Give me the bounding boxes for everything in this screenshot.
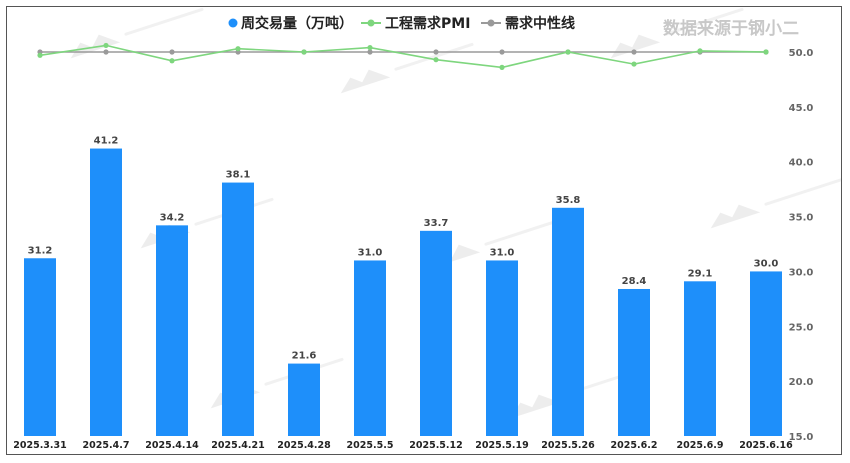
y-tick-label: 30.0 bbox=[789, 267, 814, 278]
bar-value-label: 35.8 bbox=[556, 195, 581, 206]
watermark-logo-icon bbox=[70, 7, 204, 59]
x-tick-label: 2025.5.19 bbox=[475, 440, 529, 451]
pmi-point bbox=[565, 49, 571, 55]
legend: 周交易量（万吨） 工程需求PMI 需求中性线 bbox=[228, 15, 575, 32]
pmi-point bbox=[433, 57, 439, 63]
watermark-logo-icon bbox=[340, 42, 474, 94]
pmi-point bbox=[235, 46, 241, 52]
volume-bar bbox=[90, 148, 122, 436]
bar-value-label: 41.2 bbox=[94, 136, 119, 147]
neutral-line-point bbox=[631, 49, 637, 55]
volume-bar bbox=[750, 271, 782, 436]
pmi-point bbox=[37, 52, 43, 58]
pmi-point bbox=[763, 49, 769, 55]
volume-bar bbox=[486, 260, 518, 436]
pmi-point bbox=[301, 49, 307, 55]
legend-volume-swatch bbox=[228, 18, 238, 28]
brand-watermark-text: 数据来源于钢小二 bbox=[663, 18, 799, 39]
volume-bar bbox=[552, 207, 584, 436]
x-tick-label: 2025.4.14 bbox=[145, 440, 199, 451]
legend-volume-label: 周交易量（万吨） bbox=[241, 15, 353, 32]
y-tick-label: 20.0 bbox=[789, 377, 814, 388]
legend-neutral-label: 需求中性线 bbox=[505, 15, 575, 32]
bar-value-label: 34.2 bbox=[160, 212, 185, 223]
neutral-line-point bbox=[499, 49, 505, 55]
volume-bar bbox=[420, 230, 452, 436]
y-tick-label: 35.0 bbox=[789, 213, 814, 224]
volume-bar bbox=[156, 225, 188, 436]
y-tick-label: 50.0 bbox=[789, 48, 814, 59]
bar-value-label: 28.4 bbox=[622, 276, 647, 287]
neutral-line-point bbox=[169, 49, 175, 55]
x-tick-label: 2025.6.16 bbox=[739, 440, 793, 451]
legend-pmi-label: 工程需求PMI bbox=[385, 15, 470, 32]
chart-frame: 31.2 41.2 34.2 38.1 21.6 31.0 33.7 31.0 35.8 28.4… bbox=[6, 6, 842, 455]
x-tick-label: 2025.5.12 bbox=[409, 440, 463, 451]
neutral-line-point bbox=[103, 49, 109, 55]
volume-bar bbox=[684, 281, 716, 436]
bar-value-label: 31.2 bbox=[28, 245, 53, 256]
y-tick-label: 40.0 bbox=[789, 158, 814, 169]
pmi-point bbox=[103, 42, 109, 49]
pmi-point bbox=[367, 45, 373, 51]
y-axis-right: 50.0 45.0 40.0 35.0 30.0 25.0 20.0 15.0 bbox=[789, 48, 814, 443]
legend-pmi-dot bbox=[367, 19, 375, 27]
bar-value-label: 38.1 bbox=[226, 170, 251, 181]
pmi-line bbox=[39, 44, 767, 69]
x-tick-label: 2025.5.5 bbox=[347, 440, 394, 451]
x-tick-label: 2025.4.28 bbox=[277, 440, 331, 451]
x-tick-label: 2025.5.26 bbox=[541, 440, 595, 451]
y-tick-label: 45.0 bbox=[789, 103, 814, 114]
bar-value-label: 21.6 bbox=[292, 351, 317, 362]
bar-value-label: 31.0 bbox=[358, 247, 383, 258]
x-tick-label: 2025.4.21 bbox=[211, 440, 265, 451]
neutral-line-point bbox=[433, 49, 439, 55]
x-tick-label: 2025.3.31 bbox=[13, 440, 67, 451]
volume-bar bbox=[24, 258, 56, 436]
bar-series: 31.2 41.2 34.2 38.1 21.6 31.0 33.7 31.0 35.8 28.4… bbox=[24, 136, 782, 436]
line-series bbox=[37, 42, 769, 70]
pmi-point bbox=[631, 61, 637, 67]
bar-value-label: 33.7 bbox=[424, 218, 449, 229]
pmi-point bbox=[697, 48, 703, 54]
x-tick-label: 2025.4.7 bbox=[83, 440, 130, 451]
volume-bar bbox=[222, 182, 254, 436]
weekly-volume-pmi-chart: 31.2 41.2 34.2 38.1 21.6 31.0 33.7 31.0 35.8 28.4… bbox=[13, 7, 841, 451]
neutral-line-point bbox=[367, 49, 373, 55]
bar-value-label: 30.0 bbox=[754, 258, 779, 269]
volume-bar bbox=[288, 363, 320, 436]
bar-value-label: 29.1 bbox=[688, 268, 713, 279]
volume-bar bbox=[618, 288, 650, 436]
y-tick-label: 25.0 bbox=[789, 322, 814, 333]
y-tick-label: 15.0 bbox=[789, 432, 814, 443]
x-axis: 2025.3.31 2025.4.7 2025.4.14 2025.4.21 2025.… bbox=[13, 440, 793, 451]
x-tick-label: 2025.6.2 bbox=[611, 440, 658, 451]
legend-neutral-dot bbox=[487, 19, 495, 27]
pmi-point bbox=[499, 64, 505, 70]
pmi-point bbox=[169, 58, 175, 64]
volume-bar bbox=[354, 260, 386, 436]
x-tick-label: 2025.6.9 bbox=[677, 440, 724, 451]
bar-value-label: 31.0 bbox=[490, 247, 515, 258]
watermark-logo-icon bbox=[710, 177, 841, 229]
